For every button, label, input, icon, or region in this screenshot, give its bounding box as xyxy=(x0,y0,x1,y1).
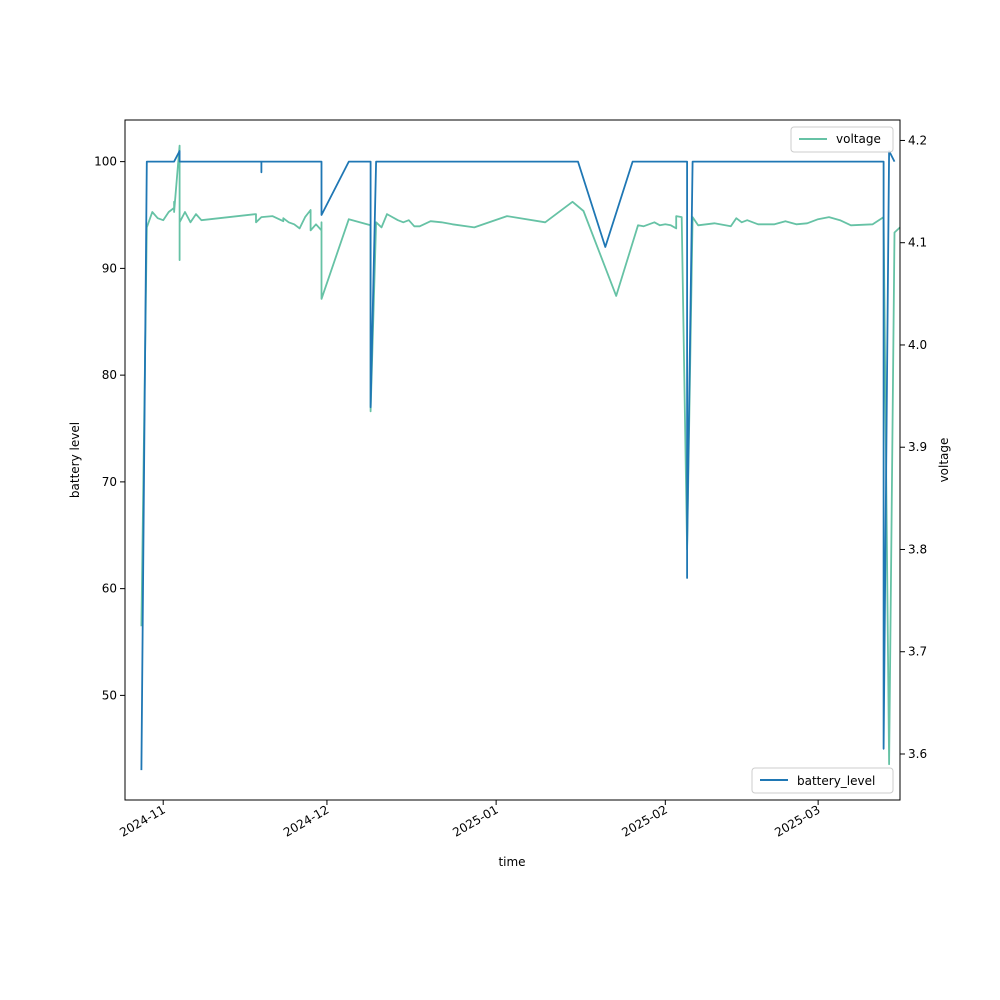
y-right-axis-label: voltage xyxy=(937,438,951,483)
y-right-tick-label: 3.9 xyxy=(908,440,927,454)
y-right-axis-ticks: 3.6 3.7 3.8 3.9 4.0 4.1 4.2 xyxy=(900,133,927,761)
y-right-tick-label: 4.2 xyxy=(908,133,927,147)
y-right-tick-label: 3.6 xyxy=(908,747,927,761)
y-left-tick-label: 60 xyxy=(102,582,117,596)
battery-legend-label: battery_level xyxy=(797,774,875,788)
voltage-legend-label: voltage xyxy=(836,132,881,146)
y-left-tick-label: 70 xyxy=(102,475,117,489)
battery-level-line xyxy=(140,150,896,771)
voltage-legend-box xyxy=(790,126,894,153)
battery-legend-box xyxy=(751,767,894,794)
x-axis-label: time xyxy=(498,855,525,869)
y-left-tick-label: 80 xyxy=(102,368,117,382)
voltage-legend: voltage xyxy=(790,126,894,153)
y-right-tick-label: 3.8 xyxy=(908,542,927,556)
y-right-tick-label: 4.1 xyxy=(908,236,927,250)
y-right-tick-label: 3.7 xyxy=(908,645,927,659)
plot-area-frame xyxy=(124,119,901,801)
y-left-tick-label: 100 xyxy=(94,155,117,169)
series-layer xyxy=(140,144,901,771)
y-left-tick-label: 90 xyxy=(102,261,117,275)
y-right-tick-label: 4.0 xyxy=(908,338,927,352)
battery-legend: battery_level xyxy=(751,767,894,794)
voltage-line xyxy=(140,144,901,766)
y-left-tick-label: 50 xyxy=(102,688,117,702)
y-left-axis-ticks: 50 60 70 80 90 100 xyxy=(94,155,125,702)
y-left-axis-label: battery level xyxy=(68,422,82,498)
